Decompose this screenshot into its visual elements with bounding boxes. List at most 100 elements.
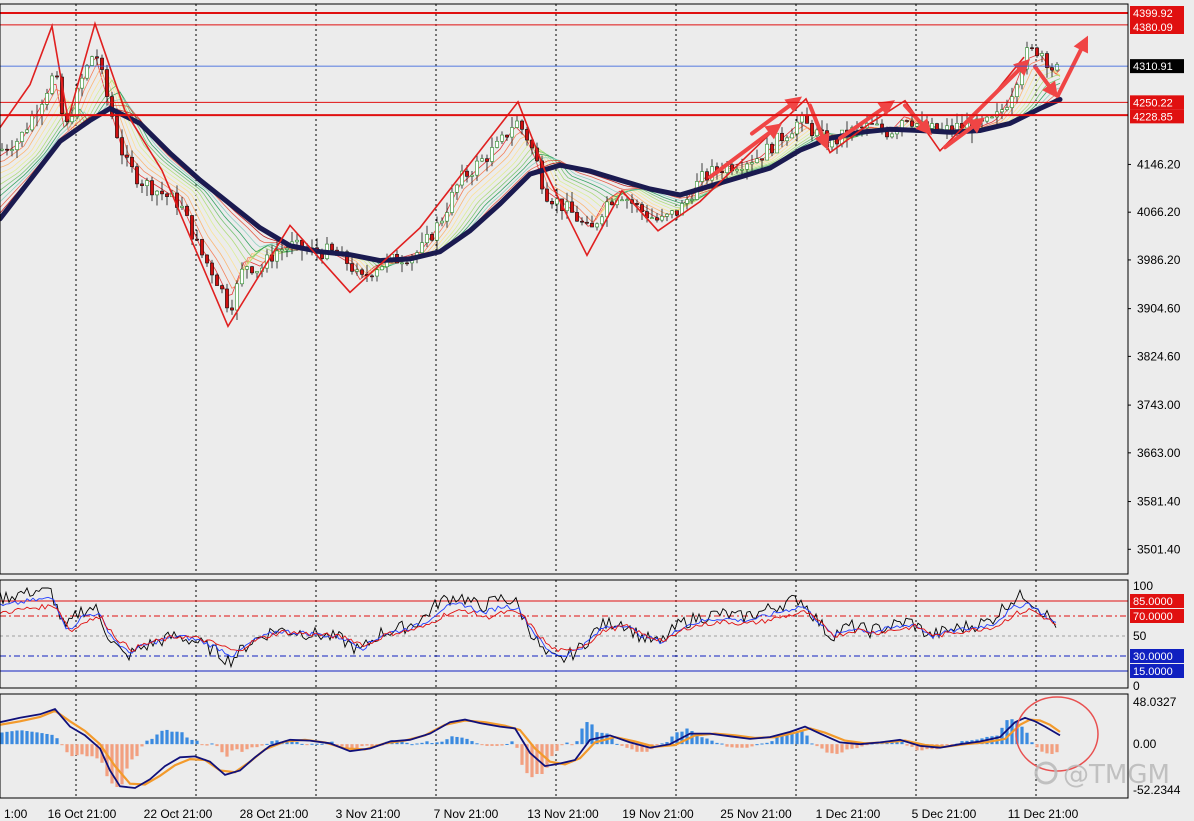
pane-border	[0, 579, 1129, 689]
macd-histogram-bar	[400, 741, 404, 745]
macd-histogram-bar	[145, 740, 149, 745]
macd-histogram-bar	[705, 738, 709, 745]
candle-body	[380, 266, 384, 271]
macd-histogram-bar	[1015, 721, 1019, 745]
candle-body	[405, 262, 409, 265]
candle-body	[475, 160, 479, 176]
candle-body	[700, 171, 704, 182]
osc-series-line	[0, 586, 1057, 669]
osc-level-tag: 15.0000	[1133, 666, 1173, 678]
candle-body	[605, 201, 609, 218]
macd-pane	[0, 707, 1061, 789]
candle-body	[435, 222, 439, 241]
candle-body	[930, 123, 934, 129]
candle-body	[180, 205, 184, 208]
trend-arrow-head	[1042, 80, 1058, 99]
candle-body	[520, 120, 524, 130]
level-tag: 4228.85	[1133, 111, 1173, 123]
macd-histogram-bar	[540, 744, 544, 774]
candle-body	[420, 242, 424, 254]
trend-arrow-head	[877, 100, 895, 116]
candle-body	[625, 199, 629, 201]
macd-histogram-bar	[950, 744, 954, 746]
time-axis-label: 13 Nov 21:00	[527, 807, 599, 821]
macd-histogram-bar	[25, 731, 29, 745]
watermark-logo: @TMGM	[1034, 760, 1170, 790]
macd-histogram-bar	[370, 744, 374, 747]
ema-slow-path	[0, 97, 1063, 264]
macd-histogram-bar	[1050, 744, 1054, 754]
macd-histogram-bar	[675, 732, 679, 745]
candle-body	[675, 210, 679, 216]
candle-body	[1040, 53, 1044, 57]
candle-body	[1015, 84, 1019, 97]
macd-histogram-bar	[195, 740, 199, 745]
macd-histogram-bar	[260, 744, 264, 746]
macd-histogram-bar	[760, 743, 764, 745]
candle-body	[20, 131, 24, 142]
macd-histogram-bar	[1025, 732, 1029, 745]
macd-histogram-bar	[560, 744, 564, 746]
macd-histogram-bar	[600, 732, 604, 745]
macd-histogram-bar	[1020, 726, 1024, 745]
macd-histogram-bar	[780, 735, 784, 745]
candle-body	[275, 250, 279, 262]
level-tag-bg	[1130, 20, 1184, 35]
macd-histogram-bar	[345, 744, 349, 750]
candle-body	[985, 116, 989, 122]
axis-tick-label: 3663.00	[1137, 446, 1181, 460]
candle-body	[515, 120, 519, 128]
macd-histogram-bar	[640, 744, 644, 752]
trend-arrow	[750, 104, 792, 136]
candle-body	[215, 274, 219, 286]
osc-tick-label: 50	[1133, 629, 1147, 643]
macd-histogram-bar	[725, 744, 729, 747]
level-tag-bg	[1130, 6, 1184, 21]
macd-histogram-bar	[625, 744, 629, 748]
macd-histogram-bar	[530, 744, 534, 778]
macd-histogram-bar	[915, 744, 919, 751]
macd-histogram-bar	[330, 741, 334, 745]
macd-histogram-bar	[225, 744, 229, 757]
macd-histogram-bar	[665, 742, 669, 745]
axis-tick-label: 4146.20	[1137, 157, 1181, 171]
time-axis-label: 25 Nov 21:00	[720, 807, 792, 821]
candle-body	[780, 132, 784, 142]
trend-arrow	[838, 107, 884, 141]
candle-body	[440, 220, 444, 224]
macd-histogram-bar	[485, 744, 489, 746]
candle-body	[455, 184, 459, 193]
macd-histogram-bar	[610, 737, 614, 745]
macd-histogram-bar	[290, 739, 294, 745]
candle-body	[750, 162, 754, 165]
macd-histogram-bar	[35, 732, 39, 745]
time-axis-label: 1 Dec 21:00	[816, 807, 881, 821]
macd-histogram-bar	[835, 744, 839, 754]
candle-body	[50, 75, 54, 94]
pane-border	[0, 693, 1129, 799]
candle-body	[250, 266, 254, 274]
macd-histogram-bar	[770, 741, 774, 745]
candle-body	[890, 133, 894, 138]
trend-arrow	[808, 103, 825, 138]
pane-border	[0, 3, 1129, 575]
trend-arrow	[708, 130, 772, 180]
candle-body	[295, 239, 299, 243]
macd-histogram-bar	[285, 741, 289, 745]
time-axis-label: 11 Dec 21:00	[1008, 807, 1079, 821]
macd-histogram-bar	[275, 740, 279, 745]
macd-histogram-bar	[660, 743, 664, 745]
macd-histogram-bar	[105, 744, 109, 777]
macd-histogram-bar	[240, 744, 244, 752]
macd-histogram-bar	[180, 732, 184, 745]
macd-histogram-bar	[810, 743, 814, 745]
candle-body	[40, 104, 44, 116]
candle-body	[580, 220, 584, 223]
candle-body	[1035, 47, 1039, 57]
macd-histogram-bar	[510, 741, 514, 745]
candle-body	[810, 123, 814, 136]
candle-body	[600, 216, 604, 225]
candle-body	[130, 156, 134, 167]
candle-body	[795, 121, 799, 135]
